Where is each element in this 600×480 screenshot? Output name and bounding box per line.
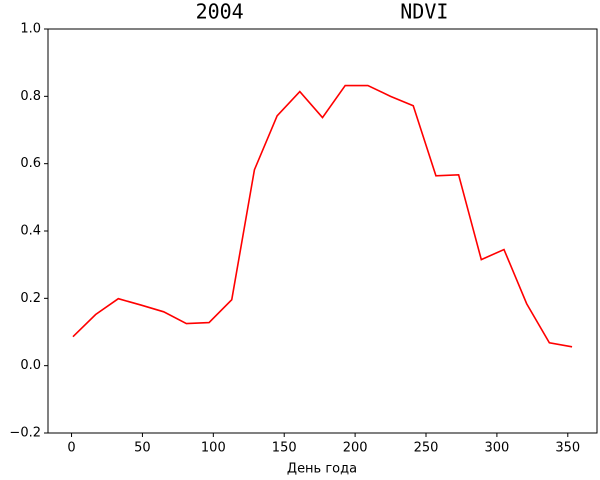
x-tick-label: 250 [414, 441, 439, 456]
x-tick-label: 350 [555, 441, 580, 456]
plot-frame [47, 28, 598, 434]
y-tick-label: 0.8 [20, 89, 41, 104]
x-tick-label: 0 [67, 441, 75, 456]
x-tick-label: 100 [201, 441, 226, 456]
y-tick-label: 0.6 [20, 156, 41, 171]
line [72, 84, 573, 348]
x-tick-label: 50 [134, 441, 151, 456]
y-tick-label: 0.0 [20, 358, 41, 373]
chart-title: 2004 NDVI [196, 0, 449, 24]
x-tick-label: 150 [272, 441, 297, 456]
y-tick-label: 0.4 [20, 224, 41, 239]
x-tick-label: 200 [343, 441, 368, 456]
x-tick-label: 300 [484, 441, 509, 456]
x-axis-label: День года [287, 462, 357, 477]
y-tick-label: 1.0 [20, 22, 41, 37]
y-tick-label: 0.2 [20, 291, 41, 306]
y-tick-label: −0.2 [9, 426, 41, 441]
